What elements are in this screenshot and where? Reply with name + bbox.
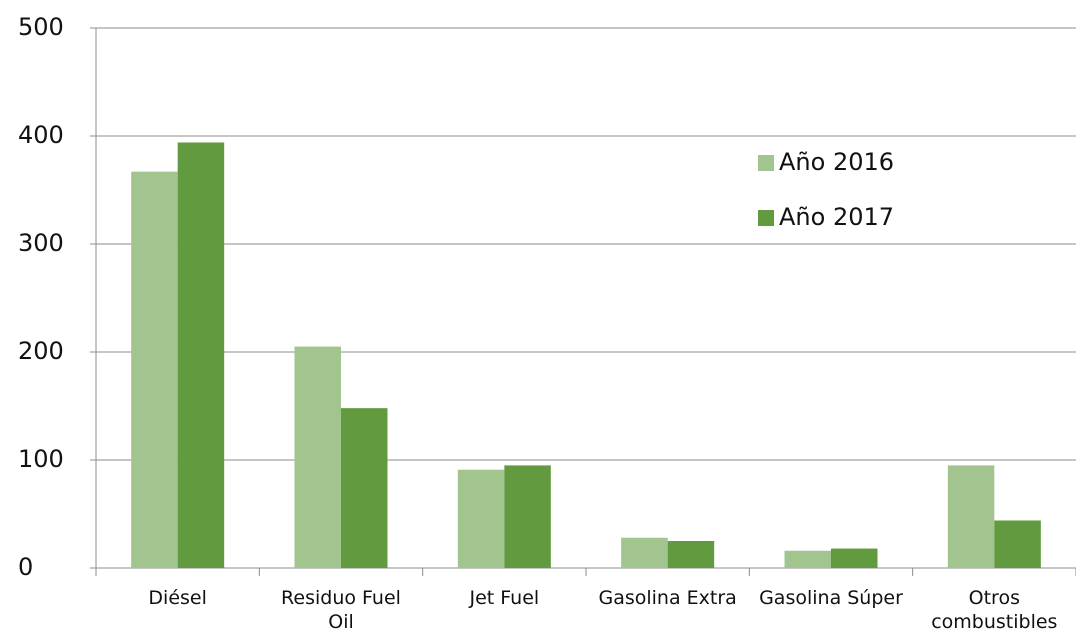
y-tick-label: 200 (18, 337, 64, 365)
legend-label: Año 2016 (779, 148, 894, 176)
bar (831, 548, 878, 568)
y-tick-label: 0 (18, 553, 33, 581)
x-tick-label: Otros combustibles (931, 587, 1058, 633)
bar (177, 142, 225, 569)
y-tick-label: 400 (18, 121, 64, 149)
bar (994, 520, 1041, 568)
legend-label: Año 2017 (779, 203, 894, 231)
bar (667, 541, 715, 568)
bar (947, 465, 995, 568)
x-tick-label: Diésel (148, 587, 207, 609)
bar (621, 537, 668, 568)
bar (294, 346, 341, 568)
x-tick-label: Gasolina Súper (759, 587, 903, 609)
bar (784, 550, 831, 568)
bar (131, 171, 178, 568)
bar (341, 408, 388, 568)
x-tick-label: Jet Fuel (469, 587, 540, 609)
y-tick-label: 500 (18, 13, 64, 41)
legend-swatch (758, 210, 774, 226)
y-tick-label: 300 (18, 229, 64, 257)
bar (457, 469, 505, 568)
x-tick-label: Gasolina Extra (598, 587, 737, 609)
x-tick-label: Residuo Fuel Oil (281, 587, 401, 633)
legend-swatch (758, 155, 774, 171)
y-tick-label: 100 (18, 445, 64, 473)
bar (504, 465, 551, 568)
